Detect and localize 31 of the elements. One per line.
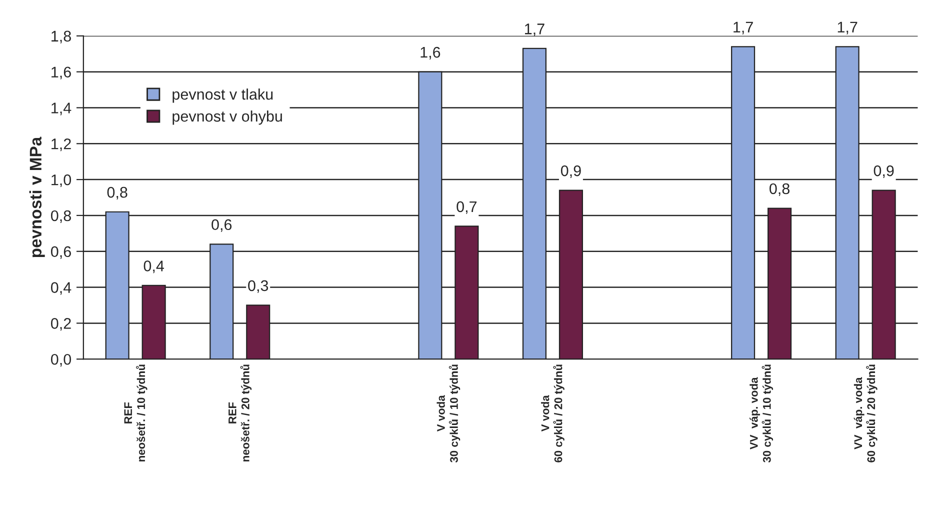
data-label: 0,9 [560, 165, 581, 178]
y-axis-title: pevnosti v MPa [29, 136, 45, 258]
y-tick-label: 0,0 [50, 354, 72, 367]
x-tick-label: V voda 30 cyklů / 10 týdnů [436, 364, 460, 463]
x-tick-label: V voda 60 cyklů / 20 týdnů [541, 364, 564, 462]
data-label: 0,6 [212, 219, 232, 232]
y-tick-label: 1,8 [52, 30, 71, 44]
y-tick-label: 0,8 [50, 210, 71, 223]
y-tick-label: 0,4 [50, 282, 72, 295]
x-tick-label: REF neošetř. / 10 týdnů [124, 364, 148, 462]
y-tick-label: 1,0 [52, 174, 72, 188]
legend-label: pevnost v ohybu [172, 110, 282, 125]
y-tick-label: 1,2 [52, 138, 71, 152]
data-label: 0,9 [874, 165, 894, 178]
x-tick-label: VV váp. voda 30 cyklů / 10 týdnů [750, 364, 774, 463]
data-label: 0,8 [770, 183, 790, 196]
legend-label: pevnost v tlaku [172, 88, 273, 103]
data-label: 1,7 [838, 22, 858, 34]
data-label: 0,3 [248, 280, 268, 293]
data-label: 0,8 [107, 186, 128, 200]
y-tick-label: 1,4 [52, 102, 72, 116]
data-label: 1,7 [525, 24, 544, 36]
data-label: 0,4 [144, 260, 164, 274]
y-tick-label: 0,6 [50, 246, 71, 259]
y-tick-label: 0,2 [50, 318, 71, 331]
x-tick-label: REF neošetř. / 20 týdnů [228, 364, 252, 462]
y-tick-label: 1,6 [52, 66, 71, 80]
data-label: 0,7 [456, 201, 477, 214]
data-label: 1,7 [734, 22, 753, 34]
x-tick-label: VV váp. voda 60 cyklů / 20 týdnů [854, 364, 878, 462]
data-label: 1,6 [420, 46, 440, 60]
